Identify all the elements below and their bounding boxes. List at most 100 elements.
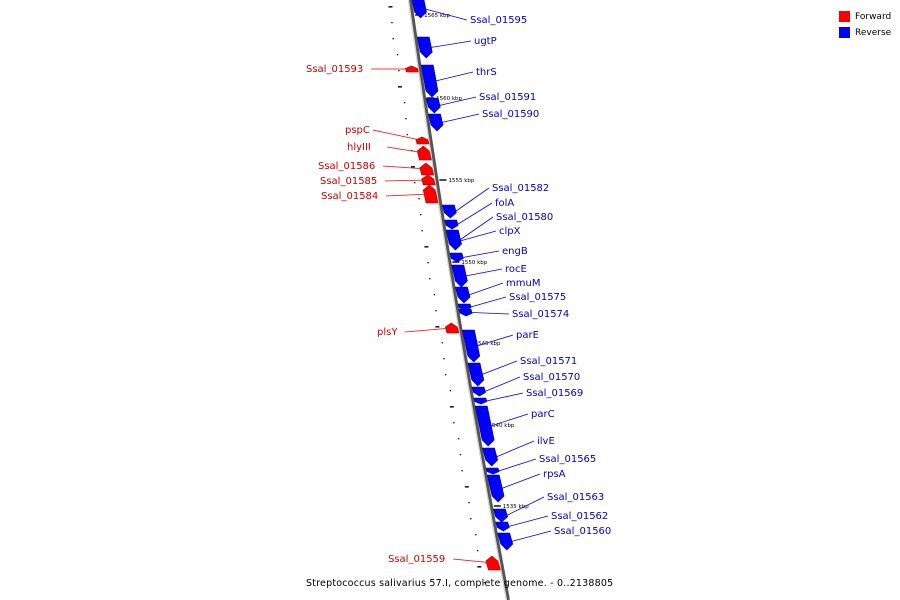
- gene-label-parc[interactable]: parC: [531, 409, 555, 420]
- gene-label-pspc[interactable]: pspC: [345, 125, 370, 136]
- gene-label-ssal-01559[interactable]: Ssal_01559: [388, 554, 445, 565]
- gene-arrow-ssal-01562[interactable]: [495, 521, 510, 532]
- minor-tick: [461, 470, 464, 472]
- minor-tick: [476, 550, 479, 552]
- gene-label-ssal-01582[interactable]: Ssal_01582: [492, 183, 549, 194]
- gene-arrow-ssal-01590[interactable]: [428, 113, 444, 132]
- gene-label-ssal-01562[interactable]: Ssal_01562: [551, 511, 608, 522]
- gene-label-ssal-01574[interactable]: Ssal_01574: [512, 309, 569, 320]
- gene-arrow-plsy[interactable]: [444, 322, 460, 334]
- gene-label-ssal-01585[interactable]: Ssal_01585: [320, 176, 377, 187]
- legend-reverse: Reverse: [839, 25, 891, 40]
- minor-tick: [406, 134, 409, 136]
- gene-arrow-ssal-01571[interactable]: [467, 362, 485, 387]
- gene-arrow-ssal-01569[interactable]: [473, 397, 488, 405]
- gene-arrow-ssal-01582[interactable]: [441, 204, 457, 219]
- gene-label-thrs[interactable]: thrS: [476, 67, 497, 78]
- gene-arrow-ssal-01593[interactable]: [405, 65, 419, 73]
- gene-arrow-engb[interactable]: [449, 252, 464, 263]
- gene-label-ssal-01580[interactable]: Ssal_01580: [496, 212, 553, 223]
- forward-swatch: [839, 11, 850, 22]
- gene-label-mmum[interactable]: mmuM: [506, 278, 540, 289]
- gene-arrow-hlyiii[interactable]: [416, 145, 432, 161]
- gene-arrow-ssal-01586[interactable]: [419, 162, 435, 176]
- gene-arrow-thrs[interactable]: [420, 64, 439, 98]
- gene-label-plsy[interactable]: plsY: [377, 327, 398, 338]
- gene-connector-ssal-01584: [385, 193, 431, 197]
- gene-arrow-pspc[interactable]: [415, 136, 430, 145]
- gene-arrow-ssal-01565[interactable]: [485, 467, 500, 475]
- gene-arrow-ssal-01574[interactable]: [458, 308, 473, 317]
- gene-connector-ssal-01570: [484, 376, 521, 392]
- gene-connector-ssal-01585: [384, 179, 429, 182]
- gene-arrow-ssal-01585[interactable]: [421, 174, 436, 186]
- genome-backbone: [407, 0, 510, 600]
- legend: Forward Reverse: [839, 9, 891, 41]
- gene-label-clpx[interactable]: clpX: [499, 226, 521, 237]
- gene-label-pare[interactable]: parE: [516, 330, 539, 341]
- gene-arrow-ugtp[interactable]: [416, 36, 433, 59]
- gene-label-ssal-01560[interactable]: Ssal_01560: [554, 526, 611, 537]
- minor-tick: [483, 582, 486, 584]
- minor-tick: [418, 198, 420, 200]
- gene-label-fola[interactable]: folA: [495, 198, 514, 209]
- gene-arrow-mmum[interactable]: [454, 286, 471, 304]
- gene-label-ssal-01563[interactable]: Ssal_01563: [547, 492, 604, 503]
- gene-arrow-ssal-01560[interactable]: [497, 532, 514, 551]
- gene-connector-ssal-01590: [441, 113, 480, 123]
- gene-arrow-ilve[interactable]: [482, 447, 499, 467]
- gene-label-ssal-01584[interactable]: Ssal_01584: [321, 191, 378, 202]
- gene-label-ssal-01590[interactable]: Ssal_01590: [482, 109, 539, 120]
- gene-label-ssal-01595[interactable]: Ssal_01595: [470, 15, 527, 26]
- gene-label-engb[interactable]: engB: [502, 246, 528, 257]
- gene-arrow-fola[interactable]: [444, 219, 459, 230]
- minor-tick: [444, 374, 447, 376]
- minor-tick: [449, 406, 454, 408]
- gene-arrow-pare[interactable]: [462, 329, 481, 363]
- minor-tick: [453, 422, 455, 424]
- gene-label-roce[interactable]: rocE: [505, 264, 527, 275]
- minor-tick: [429, 278, 431, 280]
- gene-arrow-ssal-01570[interactable]: [471, 386, 486, 397]
- minor-tick: [388, 6, 393, 8]
- legend-reverse-label: Reverse: [855, 27, 892, 38]
- gene-label-ssal-01570[interactable]: Ssal_01570: [523, 372, 580, 383]
- minor-tick: [433, 294, 436, 296]
- minor-tick: [427, 262, 429, 264]
- gene-connector-ssal-01580: [459, 216, 494, 241]
- gene-label-ssal-01565[interactable]: Ssal_01565: [539, 454, 596, 465]
- minor-tick: [468, 502, 470, 504]
- gene-arrow-ssal-01584[interactable]: [422, 184, 439, 204]
- gene-label-rpsa[interactable]: rpsA: [543, 469, 566, 480]
- gene-connector-rpsa: [501, 473, 541, 489]
- gene-arrow-rpsa[interactable]: [486, 474, 505, 503]
- gene-arrow-ssal-01559[interactable]: [485, 555, 501, 571]
- gene-connector-parc: [490, 413, 529, 427]
- gene-connector-ssal-01565: [498, 458, 537, 472]
- minor-tick: [421, 230, 423, 232]
- gene-connector-ssal-01575: [470, 296, 507, 308]
- gene-label-ssal-01571[interactable]: Ssal_01571: [520, 356, 577, 367]
- gene-connector-ssal-01571: [481, 360, 518, 375]
- gene-arrow-roce[interactable]: [451, 264, 468, 288]
- gene-label-ilve[interactable]: ilvE: [537, 436, 555, 447]
- gene-arrow-ssal-01591[interactable]: [425, 97, 441, 114]
- reverse-swatch: [839, 27, 850, 38]
- gene-label-ssal-01569[interactable]: Ssal_01569: [526, 388, 583, 399]
- gene-arrow-ssal-01595[interactable]: [411, 0, 427, 19]
- gene-label-ssal-01575[interactable]: Ssal_01575: [509, 292, 566, 303]
- gene-label-hlyiii[interactable]: hlyIII: [347, 142, 371, 153]
- gene-features: [405, 0, 514, 571]
- gene-arrow-parc[interactable]: [474, 405, 495, 447]
- gene-connector-ssal-01586: [382, 165, 427, 170]
- gene-label-ssal-01586[interactable]: Ssal_01586: [318, 161, 375, 172]
- minor-tick: [424, 246, 429, 248]
- tick-label: 1545 kbp: [475, 341, 501, 347]
- gene-arrow-clpx[interactable]: [446, 231, 462, 251]
- gene-connector-ssal-01595: [425, 8, 468, 21]
- gene-arrow-ssal-01563[interactable]: [492, 508, 509, 523]
- gene-label-ssal-01593[interactable]: Ssal_01593: [306, 64, 363, 75]
- gene-connector-mmum: [468, 282, 504, 296]
- gene-label-ugtp[interactable]: ugtP: [474, 36, 497, 47]
- gene-label-ssal-01591[interactable]: Ssal_01591: [479, 92, 536, 103]
